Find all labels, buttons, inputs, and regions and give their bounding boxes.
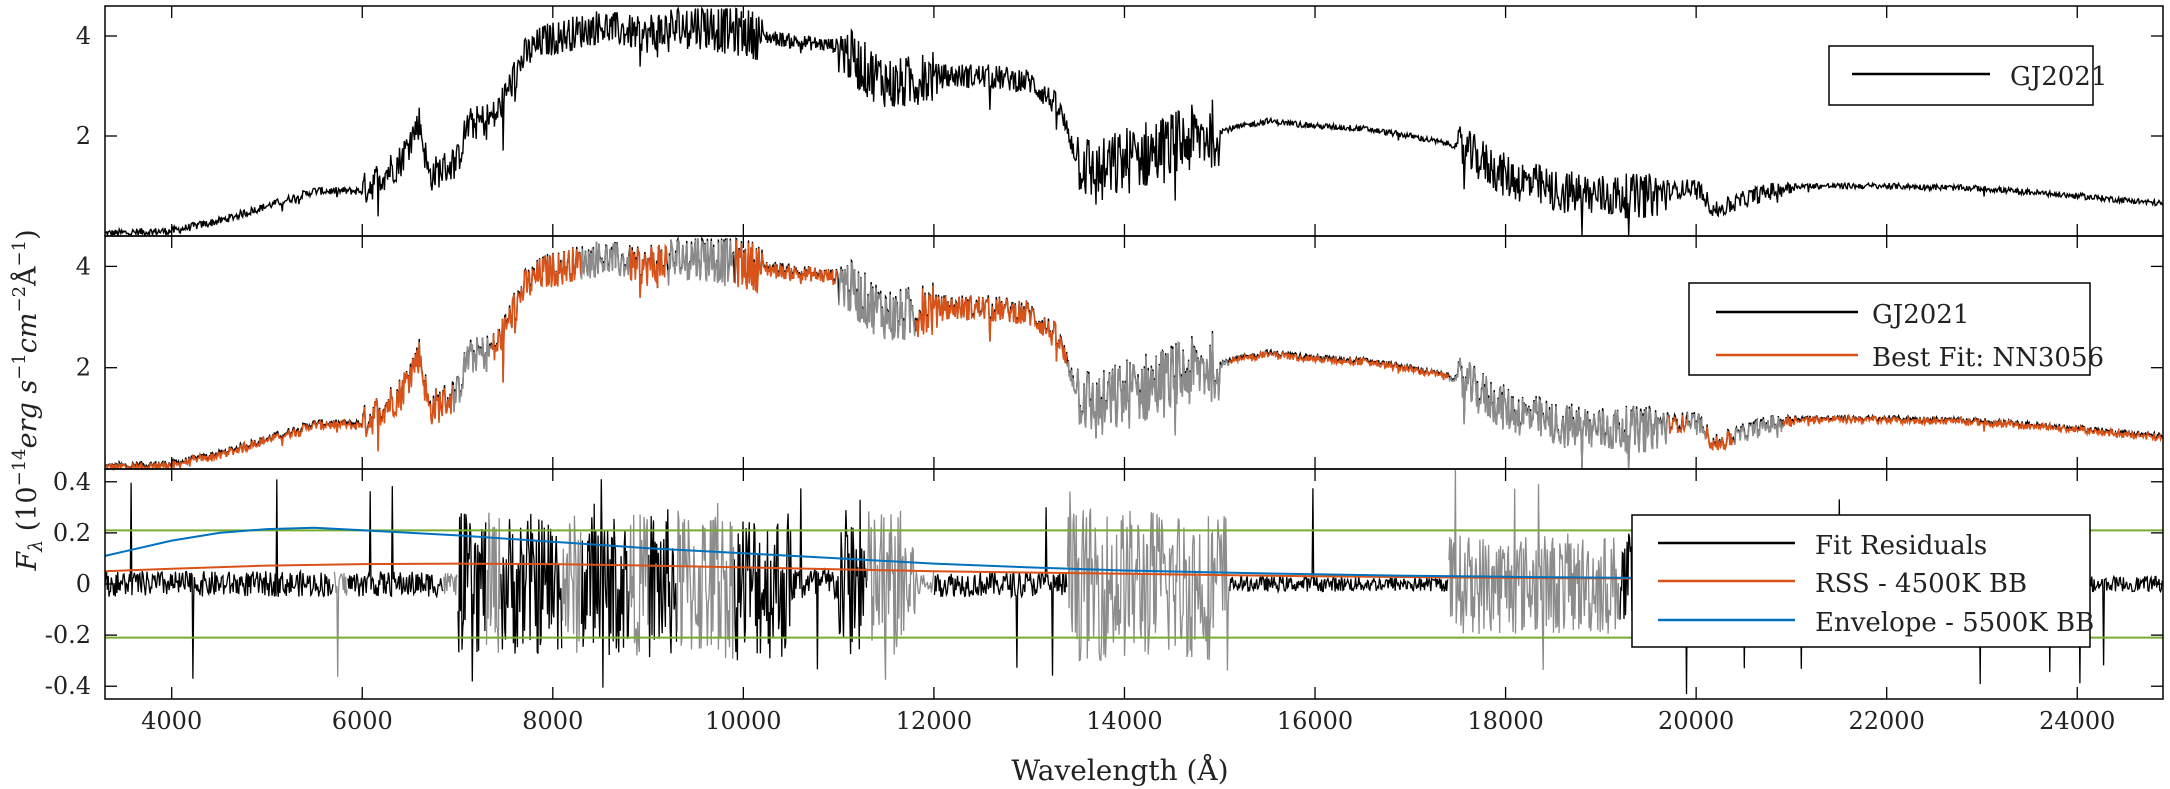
series-best-fit-masked <box>452 237 1783 469</box>
legend-label-gj2021-middle: GJ2021 <box>1872 300 1969 330</box>
legend-label-gj2021-top: GJ2021 <box>2010 62 2107 92</box>
x-tick-label: 14000 <box>1086 707 1162 735</box>
y-tick-label: 4 <box>76 22 91 50</box>
middle-plot-area <box>104 236 2164 472</box>
x-tick-label: 8000 <box>522 707 583 735</box>
panel-middle: 2 4 GJ2021 Best Fit: NN3056 <box>76 235 2164 472</box>
x-tick-label: 24000 <box>2039 707 2115 735</box>
x-axis-label: Wavelength (Å) <box>1011 754 1228 787</box>
series-envelope <box>104 526 1697 580</box>
y-tick-label: 0.2 <box>53 519 91 547</box>
top-plot-area <box>104 6 2164 237</box>
x-tick-label: 16000 <box>1277 707 1353 735</box>
legend-label-rss: RSS - 4500K BB <box>1815 569 2027 599</box>
legend-label-best-fit: Best Fit: NN3056 <box>1872 343 2104 373</box>
y-tick-label: -0.4 <box>45 672 91 700</box>
y-tick-label: -0.2 <box>45 621 91 649</box>
series-residuals <box>104 479 2164 695</box>
panel-bottom: 4000 6000 8000 10000 12000 14000 16000 18000 200… <box>45 468 2164 735</box>
y-axis-label: Fλ (10−14erg s−1cm−2Å−1) <box>9 229 47 571</box>
y-tick-label: 2 <box>76 122 91 150</box>
series-gj2021 <box>104 6 2164 237</box>
series-best-fit <box>104 237 2164 472</box>
y-tick-label: 2 <box>76 354 91 382</box>
x-tick-label: 18000 <box>1467 707 1543 735</box>
x-tick-label: 4000 <box>141 707 202 735</box>
y-tick-label: 0.4 <box>53 468 91 496</box>
x-tick-label: 22000 <box>1849 707 1925 735</box>
legend-label-envelope: Envelope - 5500K BB <box>1815 608 2094 638</box>
series-rss <box>104 562 1697 580</box>
x-tick-label: 20000 <box>1658 707 1734 735</box>
series-residuals-masked <box>333 469 1620 680</box>
x-tick-label: 10000 <box>705 707 781 735</box>
y-tick-label: 0 <box>76 570 91 598</box>
x-tick-label: 6000 <box>332 707 393 735</box>
bottom-legend: Fit Residuals RSS - 4500K BB Envelope - … <box>1631 514 2094 648</box>
legend-label-residuals: Fit Residuals <box>1815 531 1987 561</box>
x-tick-label: 12000 <box>896 707 972 735</box>
bottom-axes: 4000 6000 8000 10000 12000 14000 16000 18000 200… <box>45 468 2164 735</box>
top-legend: GJ2021 <box>1828 45 2107 106</box>
middle-legend: GJ2021 Best Fit: NN3056 <box>1688 282 2104 376</box>
y-tick-label: 4 <box>76 252 91 280</box>
